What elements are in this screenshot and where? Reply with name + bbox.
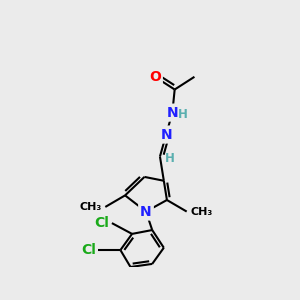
Text: N: N (160, 128, 172, 142)
Text: Cl: Cl (95, 216, 110, 230)
Text: H: H (165, 152, 175, 164)
Text: H: H (178, 108, 188, 121)
Text: N: N (140, 205, 152, 219)
Text: Cl: Cl (81, 243, 96, 257)
Text: N: N (167, 106, 178, 120)
Text: CH₃: CH₃ (79, 202, 101, 212)
Text: O: O (149, 70, 161, 84)
Text: CH₃: CH₃ (190, 207, 213, 217)
